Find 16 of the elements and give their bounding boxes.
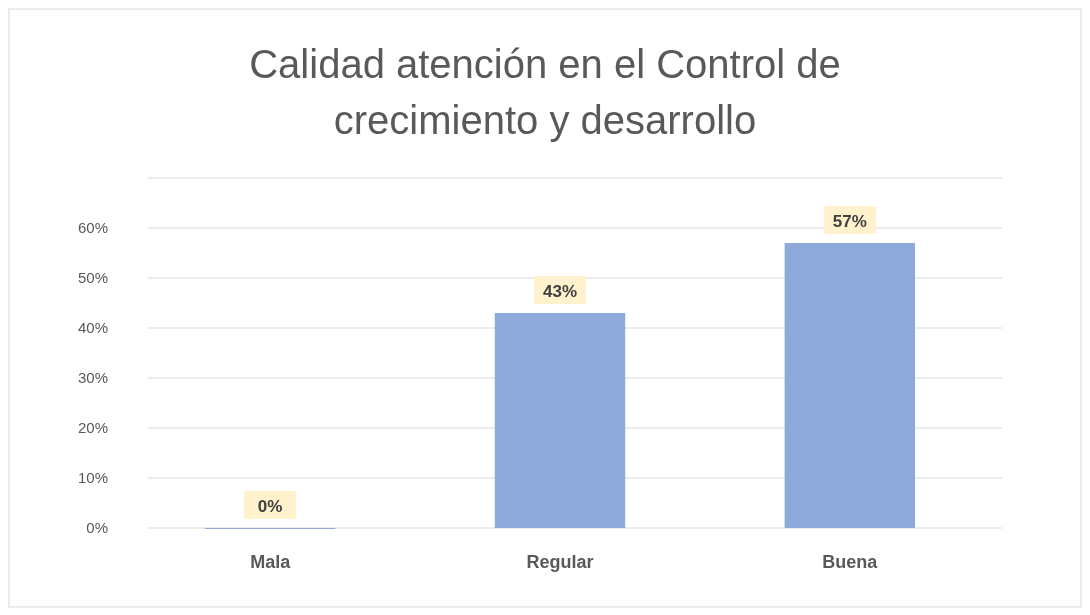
bar: [784, 243, 916, 528]
chart-title: Calidad atención en el Control de crecimiento y desarrollo: [249, 42, 841, 142]
y-tick-label: 40%: [77, 319, 108, 337]
data-label: 57%: [832, 211, 867, 231]
y-tick-label: 10%: [77, 469, 108, 487]
y-tick-label: 30%: [77, 369, 108, 387]
x-tick-label: Mala: [250, 552, 292, 572]
x-tick-label: Regular: [526, 552, 594, 572]
x-tick-label: Buena: [822, 552, 879, 572]
bar: [494, 313, 626, 528]
y-tick-label: 0%: [86, 519, 108, 537]
y-tick-label: 50%: [77, 269, 108, 287]
data-label: 0%: [257, 496, 283, 516]
y-tick-label: 20%: [77, 419, 108, 437]
data-label: 43%: [542, 281, 578, 301]
y-tick-label: 60%: [77, 219, 108, 237]
